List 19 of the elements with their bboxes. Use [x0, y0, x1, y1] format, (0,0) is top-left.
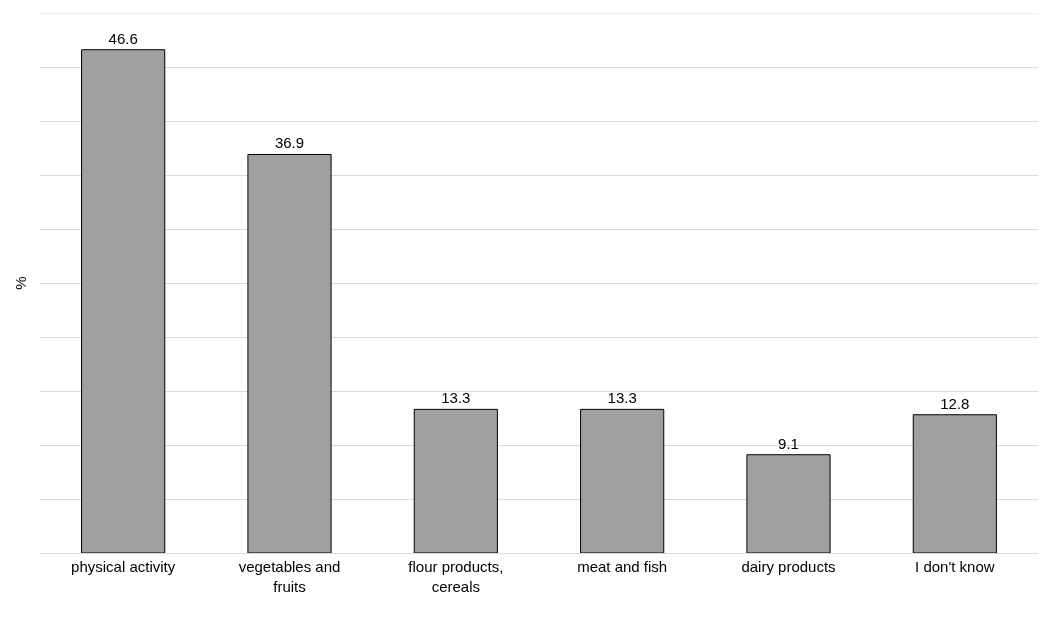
- bar: [81, 49, 166, 553]
- bar: [912, 414, 997, 553]
- bar: [580, 408, 665, 553]
- data-label: 13.3: [441, 389, 471, 407]
- data-label: 9.1: [778, 434, 799, 452]
- x-tick-label: I don't know: [915, 558, 995, 575]
- x-tick-label: physical activity: [71, 558, 176, 575]
- data-label: 13.3: [607, 389, 637, 407]
- data-label: 46.6: [108, 29, 138, 47]
- bar: [746, 454, 831, 553]
- x-tick-label: meat and fish: [577, 558, 668, 575]
- x-tick-label: dairy products: [741, 558, 836, 575]
- bar: [413, 408, 498, 553]
- bar: [247, 153, 332, 553]
- data-label: 36.9: [274, 134, 305, 152]
- x-tick-label: flour products, cereals: [408, 558, 504, 595]
- data-label: 12.8: [940, 394, 970, 412]
- x-tick-label: vegetables and fruits: [238, 558, 341, 595]
- y-axis-title: %: [12, 276, 30, 290]
